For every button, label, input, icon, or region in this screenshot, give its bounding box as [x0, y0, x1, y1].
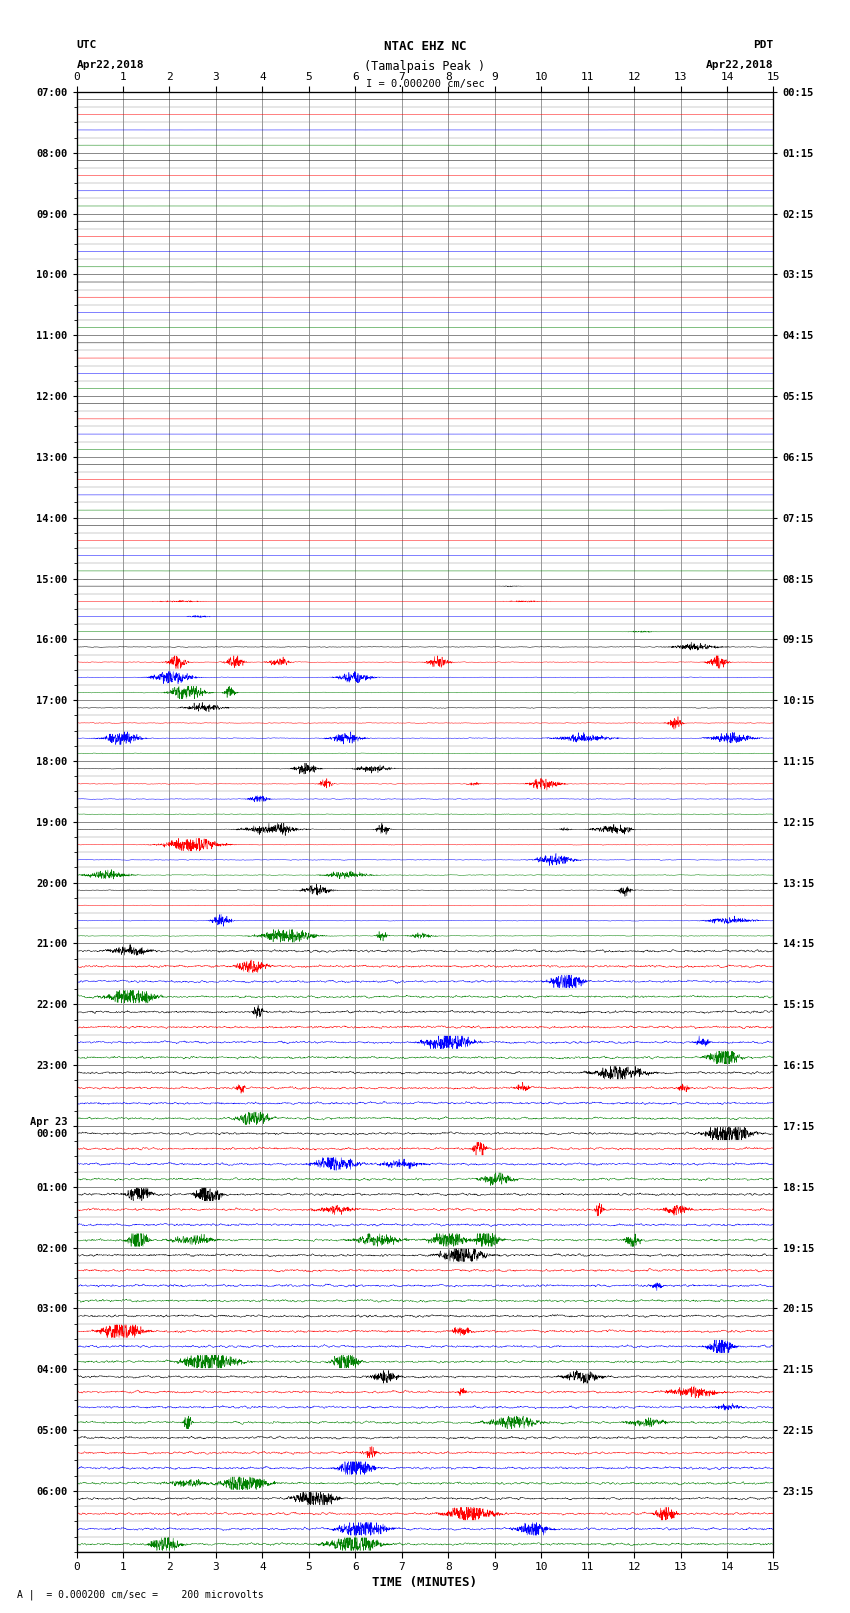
- Text: PDT: PDT: [753, 40, 774, 50]
- Text: A |  = 0.000200 cm/sec =    200 microvolts: A | = 0.000200 cm/sec = 200 microvolts: [17, 1589, 264, 1600]
- Text: I = 0.000200 cm/sec: I = 0.000200 cm/sec: [366, 79, 484, 89]
- Text: Apr22,2018: Apr22,2018: [706, 60, 774, 69]
- Text: Apr22,2018: Apr22,2018: [76, 60, 144, 69]
- X-axis label: TIME (MINUTES): TIME (MINUTES): [372, 1576, 478, 1589]
- Text: NTAC EHZ NC: NTAC EHZ NC: [383, 40, 467, 53]
- Text: (Tamalpais Peak ): (Tamalpais Peak ): [365, 60, 485, 73]
- Text: UTC: UTC: [76, 40, 97, 50]
